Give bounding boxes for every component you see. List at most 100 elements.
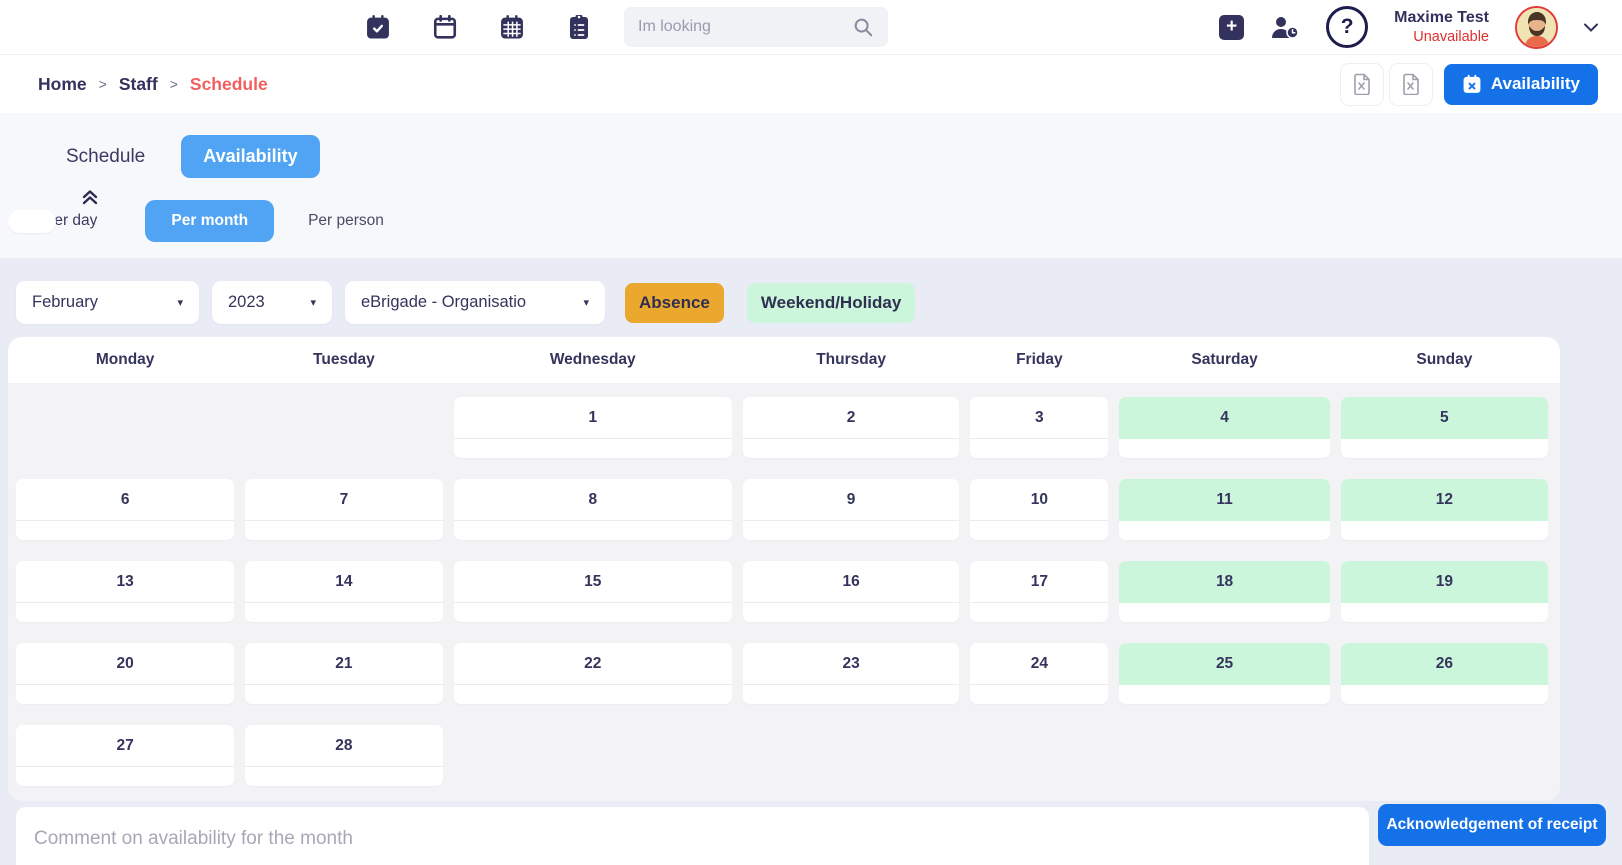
day-number: 21 — [245, 643, 443, 685]
day-number: 8 — [453, 479, 732, 521]
tabs-section: Schedule Availability Per day Per month … — [0, 113, 1622, 258]
year-select[interactable]: 2023 ▾ — [212, 281, 332, 324]
day-availability-slot[interactable] — [245, 685, 443, 703]
day-header-monday: Monday — [95, 351, 155, 368]
day-number: 7 — [245, 479, 443, 521]
day-availability-slot[interactable] — [970, 603, 1109, 621]
day-cell-18[interactable]: 18 — [1119, 561, 1330, 622]
day-cell-27[interactable]: 27 — [16, 725, 235, 786]
breadcrumb: Home > Staff > Schedule — [38, 74, 268, 95]
day-cell-4[interactable]: 4 — [1119, 397, 1330, 458]
day-cell-9[interactable]: 9 — [742, 479, 960, 540]
day-cell-3[interactable]: 3 — [970, 397, 1109, 458]
day-availability-slot[interactable] — [245, 767, 443, 785]
help-icon[interactable]: ? — [1326, 6, 1369, 48]
availability-action-button[interactable]: Availability — [1443, 63, 1598, 105]
breadcrumb-home[interactable]: Home — [38, 73, 87, 94]
day-cell-13[interactable]: 13 — [16, 561, 235, 622]
avatar[interactable] — [1515, 5, 1558, 49]
day-cell-19[interactable]: 19 — [1340, 561, 1548, 622]
breadcrumb-staff[interactable]: Staff — [118, 73, 158, 94]
day-cell-7[interactable]: 7 — [245, 479, 443, 540]
view-modes-row: Per day Per month Per person — [8, 190, 1622, 242]
day-cell-12[interactable]: 12 — [1340, 479, 1548, 540]
export-excel-button[interactable] — [1339, 62, 1384, 106]
day-availability-slot[interactable] — [1340, 603, 1548, 621]
day-availability-slot[interactable] — [16, 767, 235, 785]
day-availability-slot[interactable] — [1340, 685, 1548, 703]
header-actions: Availability — [1339, 62, 1598, 106]
calendar-icon[interactable] — [431, 14, 458, 41]
day-availability-slot[interactable] — [1119, 685, 1330, 703]
day-cell-26[interactable]: 26 — [1340, 643, 1548, 704]
day-availability-slot[interactable] — [1119, 439, 1330, 457]
day-number: 20 — [16, 643, 235, 685]
day-availability-slot[interactable] — [970, 439, 1109, 457]
calendar-check-icon[interactable] — [364, 14, 391, 41]
day-availability-slot[interactable] — [453, 439, 732, 457]
day-availability-slot[interactable] — [16, 685, 235, 703]
empty-cell — [743, 725, 959, 786]
day-number: 25 — [1119, 643, 1330, 685]
day-availability-slot[interactable] — [742, 521, 960, 539]
day-cell-16[interactable]: 16 — [742, 561, 960, 622]
day-cell-24[interactable]: 24 — [970, 643, 1109, 704]
day-cell-1[interactable]: 1 — [453, 397, 732, 458]
day-cell-5[interactable]: 5 — [1340, 397, 1548, 458]
add-icon[interactable]: + — [1219, 14, 1245, 40]
day-cell-14[interactable]: 14 — [245, 561, 443, 622]
day-cell-15[interactable]: 15 — [453, 561, 732, 622]
day-cell-8[interactable]: 8 — [453, 479, 732, 540]
acknowledgement-button[interactable]: Acknowledgement of receipt — [1378, 804, 1606, 846]
year-select-value: 2023 — [228, 293, 265, 311]
calendar-month-icon[interactable] — [498, 14, 525, 41]
day-availability-slot[interactable] — [16, 603, 235, 621]
day-availability-slot[interactable] — [453, 685, 732, 703]
user-menu[interactable]: Maxime Test Unavailable — [1394, 8, 1489, 46]
day-availability-slot[interactable] — [245, 603, 443, 621]
chevron-down-icon[interactable] — [1584, 23, 1598, 32]
person-clock-icon[interactable] — [1270, 14, 1300, 40]
tab-availability[interactable]: Availability — [181, 135, 320, 178]
month-select-value: February — [32, 293, 99, 311]
day-availability-slot[interactable] — [742, 685, 960, 703]
day-cell-2[interactable]: 2 — [742, 397, 960, 458]
comment-textarea[interactable] — [16, 807, 1369, 865]
search-icon[interactable] — [852, 16, 874, 38]
day-cell-10[interactable]: 10 — [970, 479, 1109, 540]
day-cell-11[interactable]: 11 — [1119, 479, 1330, 540]
month-select[interactable]: February ▾ — [16, 281, 199, 324]
day-availability-slot[interactable] — [245, 521, 443, 539]
export-excel-button-2[interactable] — [1388, 62, 1433, 106]
day-availability-slot[interactable] — [970, 521, 1109, 539]
day-availability-slot[interactable] — [970, 685, 1109, 703]
per-day-toggle-pill[interactable] — [8, 210, 56, 233]
search-input[interactable] — [638, 18, 852, 36]
mode-per-person[interactable]: Per person — [308, 212, 384, 229]
day-availability-slot[interactable] — [453, 603, 732, 621]
organisation-select[interactable]: eBrigade - Organisatio ▾ — [345, 281, 605, 324]
day-cell-20[interactable]: 20 — [16, 643, 235, 704]
day-availability-slot[interactable] — [16, 521, 235, 539]
day-cell-28[interactable]: 28 — [245, 725, 443, 786]
calendar-x-icon — [1462, 74, 1482, 94]
day-availability-slot[interactable] — [742, 439, 960, 457]
day-cell-23[interactable]: 23 — [742, 643, 960, 704]
day-availability-slot[interactable] — [1119, 521, 1330, 539]
day-availability-slot[interactable] — [1340, 439, 1548, 457]
day-cell-21[interactable]: 21 — [245, 643, 443, 704]
day-cell-25[interactable]: 25 — [1119, 643, 1330, 704]
collapse-chevrons-icon[interactable] — [80, 189, 102, 205]
mode-per-day[interactable]: Per day — [8, 210, 97, 233]
clipboard-list-icon[interactable] — [565, 14, 592, 41]
mode-per-month[interactable]: Per month — [145, 200, 275, 242]
day-cell-6[interactable]: 6 — [16, 479, 235, 540]
day-cell-17[interactable]: 17 — [970, 561, 1109, 622]
day-availability-slot[interactable] — [1340, 521, 1548, 539]
day-availability-slot[interactable] — [1119, 603, 1330, 621]
breadcrumb-bar: Home > Staff > Schedule — [0, 54, 1622, 113]
day-availability-slot[interactable] — [742, 603, 960, 621]
tab-schedule[interactable]: Schedule — [66, 145, 146, 167]
day-availability-slot[interactable] — [453, 521, 732, 539]
day-cell-22[interactable]: 22 — [453, 643, 732, 704]
